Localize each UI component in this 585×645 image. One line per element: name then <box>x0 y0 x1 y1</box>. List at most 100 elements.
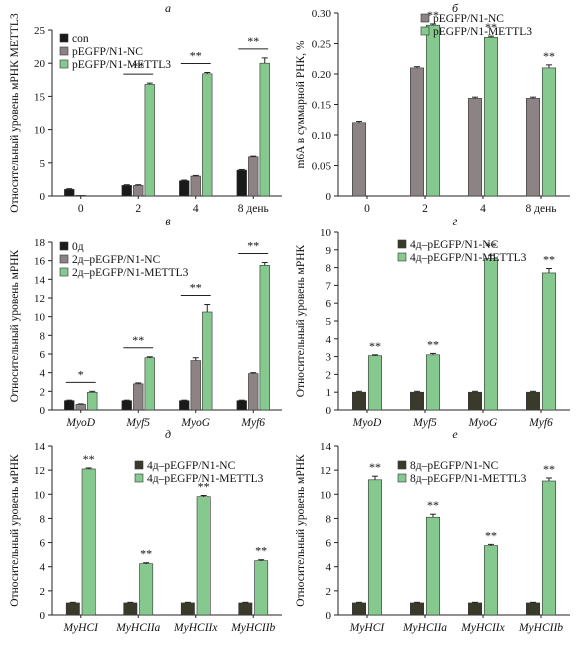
y-tick-label: 4 <box>40 368 46 380</box>
bar <box>248 373 259 411</box>
y-tick-label: 6 <box>326 298 332 310</box>
significance-mark: ** <box>132 333 144 347</box>
significance-mark: ** <box>485 20 497 34</box>
x-tick-label: MyoG <box>468 417 498 429</box>
y-tick-label: 0 <box>40 191 46 203</box>
bar <box>425 516 440 616</box>
y-tick-label: 20 <box>34 58 46 70</box>
significance-mark: ** <box>190 48 202 62</box>
y-tick-label: 3 <box>326 352 332 364</box>
x-tick-label: Myf6 <box>240 417 265 429</box>
bar <box>254 560 269 616</box>
bar <box>179 400 190 411</box>
y-tick-label: 0.05 <box>312 161 332 173</box>
significance-mark: ** <box>83 452 95 466</box>
y-tick-label: 10 <box>320 227 332 239</box>
panel-letter: б <box>452 1 459 15</box>
y-axis-label: Относительный уровень мРНК <box>295 244 307 397</box>
chart-panel-5: д 0 2 4 6 8 10 12 14 Относительный уровень мРНК My… <box>9 427 282 634</box>
bar <box>144 84 155 197</box>
bar <box>248 156 259 197</box>
bar <box>190 175 201 197</box>
x-tick-label: MyoG <box>180 417 210 429</box>
significance-mark: ** <box>247 34 259 48</box>
y-axis-label: Относительный уровень мРНК <box>9 249 21 402</box>
significance-mark: ** <box>543 49 555 63</box>
y-tick-label: 4 <box>40 562 46 574</box>
bar <box>179 180 190 197</box>
legend-label: 4д–pEGFP/N1-METTL3 <box>410 252 527 264</box>
legend-swatch <box>59 254 69 264</box>
bar <box>190 360 201 411</box>
bar <box>352 602 367 616</box>
y-tick-label: 0.20 <box>312 69 332 81</box>
bar <box>121 400 132 411</box>
y-tick-label: 16 <box>34 256 46 268</box>
bar <box>410 391 425 411</box>
significance-mark: ** <box>369 339 381 353</box>
significance-mark: ** <box>485 528 497 542</box>
bar <box>483 37 498 197</box>
x-tick-label: Myf5 <box>412 417 437 429</box>
bar <box>144 357 155 411</box>
bar <box>541 480 556 616</box>
legend-swatch <box>420 13 430 23</box>
bar <box>202 311 213 411</box>
significance-mark: ** <box>543 252 555 266</box>
bar <box>259 62 270 197</box>
y-tick-label: 0 <box>326 191 332 203</box>
y-tick-label: 5 <box>40 158 46 170</box>
significance-mark: ** <box>190 281 202 295</box>
bar <box>64 189 75 197</box>
panel-letter: г <box>453 214 458 228</box>
legend-label: pEGFP/N1-METTL3 <box>433 26 532 38</box>
x-tick-label: MyHCIIb <box>230 622 275 634</box>
y-axis-label: Относительный уровень мРНК <box>295 454 307 607</box>
legend-label: 4д–pEGFP/N1-METTL3 <box>147 473 264 485</box>
legend-swatch <box>397 239 407 249</box>
significance-mark: ** <box>485 239 497 253</box>
bar <box>367 355 382 411</box>
y-tick-label: 14 <box>320 441 332 453</box>
y-tick-label: 2 <box>326 369 332 381</box>
bar <box>410 67 425 197</box>
y-tick-label: 1 <box>326 387 332 399</box>
panel-letter: а <box>165 1 171 15</box>
legend-swatch <box>397 460 407 470</box>
bar <box>123 602 138 616</box>
bar <box>526 391 541 411</box>
y-tick-label: 0 <box>40 610 46 622</box>
x-tick-label: 4 <box>193 203 199 215</box>
y-axis-label: Относительный уровень мРНК METTL3 <box>9 13 21 213</box>
bar <box>541 272 556 411</box>
y-tick-label: 5 <box>326 316 332 328</box>
significance-mark: ** <box>198 479 210 493</box>
bar <box>468 391 483 411</box>
bar <box>75 195 86 197</box>
y-tick-label: 14 <box>34 441 46 453</box>
x-tick-label: Myf5 <box>125 417 150 429</box>
y-tick-label: 2 <box>40 586 46 598</box>
bar <box>65 602 80 616</box>
bar <box>236 400 247 411</box>
y-tick-label: 25 <box>34 25 46 37</box>
bar <box>425 354 440 411</box>
bar <box>64 400 75 411</box>
legend-label: 8д–pEGFP/N1-METTL3 <box>410 473 527 485</box>
legend-label: 0д <box>72 241 84 253</box>
y-tick-label: 2 <box>40 386 46 398</box>
significance-mark: ** <box>369 460 381 474</box>
legend-label: pEGFP/N1-NC <box>72 46 143 58</box>
chart-panel-6: е 0 2 4 6 8 10 12 14 Относительный уровень мРНК My… <box>295 427 570 634</box>
y-tick-label: 0.10 <box>312 130 332 142</box>
y-tick-label: 7 <box>326 280 332 292</box>
x-tick-label: MyHCIIx <box>173 622 218 634</box>
y-tick-label: 18 <box>34 237 46 249</box>
y-tick-label: 8 <box>40 330 46 342</box>
x-tick-label: MyoD <box>65 417 95 429</box>
y-tick-label: 4 <box>326 562 332 574</box>
bar <box>133 185 144 197</box>
legend-label: 8д–pEGFP/N1-NC <box>410 460 499 472</box>
y-tick-label: 12 <box>320 465 331 477</box>
